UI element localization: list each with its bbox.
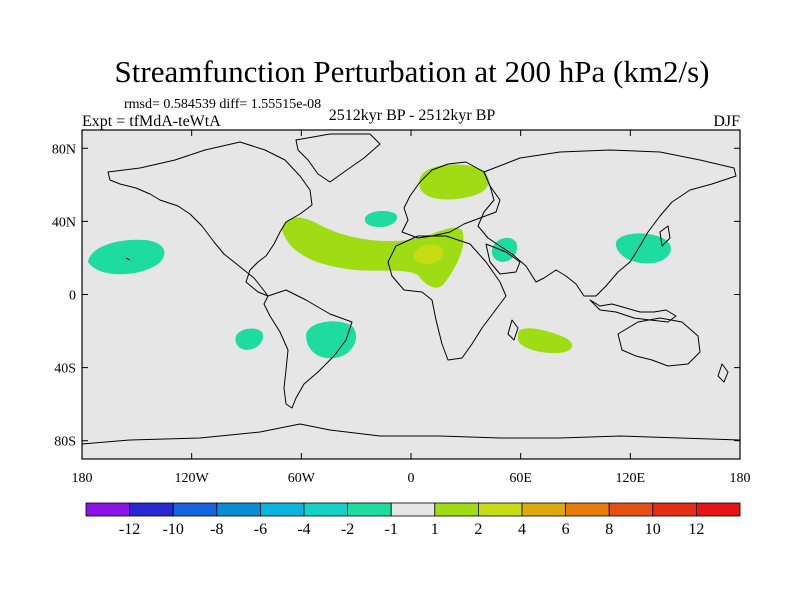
colorbar-label: 10 bbox=[645, 521, 661, 538]
colorbar-swatch bbox=[172, 502, 218, 517]
colorbar-label: -10 bbox=[163, 521, 184, 538]
region-north-pacific-negative bbox=[88, 239, 165, 275]
region-scandinavia-positive bbox=[419, 164, 489, 200]
colorbar-swatch bbox=[434, 502, 479, 517]
colorbar-swatch bbox=[347, 502, 392, 517]
axes: 180 120W 60W 0 60E 120E 180 80N 40N 0 40S 80S bbox=[52, 130, 751, 486]
colorbar-swatch bbox=[85, 502, 130, 517]
x-tick-label: 60W bbox=[288, 471, 316, 486]
y-tick-label: 0 bbox=[69, 289, 76, 304]
x-tick-label: 180 bbox=[730, 471, 751, 486]
colorbar-label: -8 bbox=[210, 521, 223, 538]
colorbar-swatch bbox=[129, 502, 174, 517]
colorbar-swatch bbox=[652, 502, 697, 517]
stats-label: rmsd= 0.584539 diff= 1.55515e-08 bbox=[124, 97, 321, 112]
colorbar-label: 6 bbox=[562, 521, 570, 538]
colorbar-swatch bbox=[696, 502, 741, 517]
region-north-atlantic-positive-band bbox=[282, 217, 464, 288]
x-tick-label: 60E bbox=[509, 471, 532, 486]
colorbar-swatch bbox=[259, 502, 305, 517]
region-south-indian-positive bbox=[518, 328, 573, 354]
chart-title: Streamfunction Perturbation at 200 hPa (… bbox=[115, 54, 710, 89]
left-label: Expt = tfMdA-teWtA bbox=[82, 113, 221, 130]
colorbar: -12 -10 -8 -6 -4 -2 -1 1 2 4 6 8 10 12 bbox=[85, 502, 741, 538]
colorbar-label: -12 bbox=[119, 521, 140, 538]
x-tick-label: 120E bbox=[616, 471, 646, 486]
region-south-atlantic-negative bbox=[306, 321, 357, 359]
colorbar-label: 12 bbox=[688, 521, 704, 538]
colorbar-swatch bbox=[477, 502, 523, 517]
x-tick-label: 120W bbox=[175, 471, 210, 486]
colorbar-swatch bbox=[303, 502, 348, 517]
colorbar-label: -2 bbox=[341, 521, 354, 538]
y-tick-label: 40S bbox=[54, 362, 76, 377]
colorbar-swatch bbox=[608, 502, 654, 517]
center-label: 2512kyr BP - 2512kyr BP bbox=[329, 107, 496, 124]
colorbar-label: -1 bbox=[385, 521, 398, 538]
region-east-asia-negative bbox=[615, 233, 671, 264]
coastlines bbox=[82, 133, 740, 445]
colorbar-swatch bbox=[390, 502, 436, 517]
map-panel bbox=[82, 130, 740, 459]
colorbar-swatch bbox=[216, 502, 261, 517]
x-tick-label: 180 bbox=[72, 471, 93, 486]
y-tick-label: 40N bbox=[52, 215, 76, 230]
region-north-africa-core bbox=[413, 244, 444, 264]
region-south-pacific-negative bbox=[235, 328, 264, 350]
colorbar-swatch bbox=[521, 502, 566, 517]
colorbar-label: 2 bbox=[474, 521, 482, 538]
colorbar-label: -4 bbox=[297, 521, 310, 538]
y-tick-label: 80S bbox=[54, 435, 76, 450]
colorbar-label: 4 bbox=[518, 521, 526, 538]
map-background bbox=[82, 130, 740, 459]
y-tick-label: 80N bbox=[52, 142, 76, 157]
region-east-atlantic-negative bbox=[364, 210, 398, 227]
contour-regions bbox=[88, 164, 671, 359]
colorbar-label: 8 bbox=[605, 521, 613, 538]
season-label: DJF bbox=[713, 113, 740, 130]
colorbar-swatch bbox=[565, 502, 610, 517]
colorbar-label: 1 bbox=[431, 521, 439, 538]
x-tick-label: 0 bbox=[408, 471, 415, 486]
colorbar-label: -6 bbox=[254, 521, 267, 538]
